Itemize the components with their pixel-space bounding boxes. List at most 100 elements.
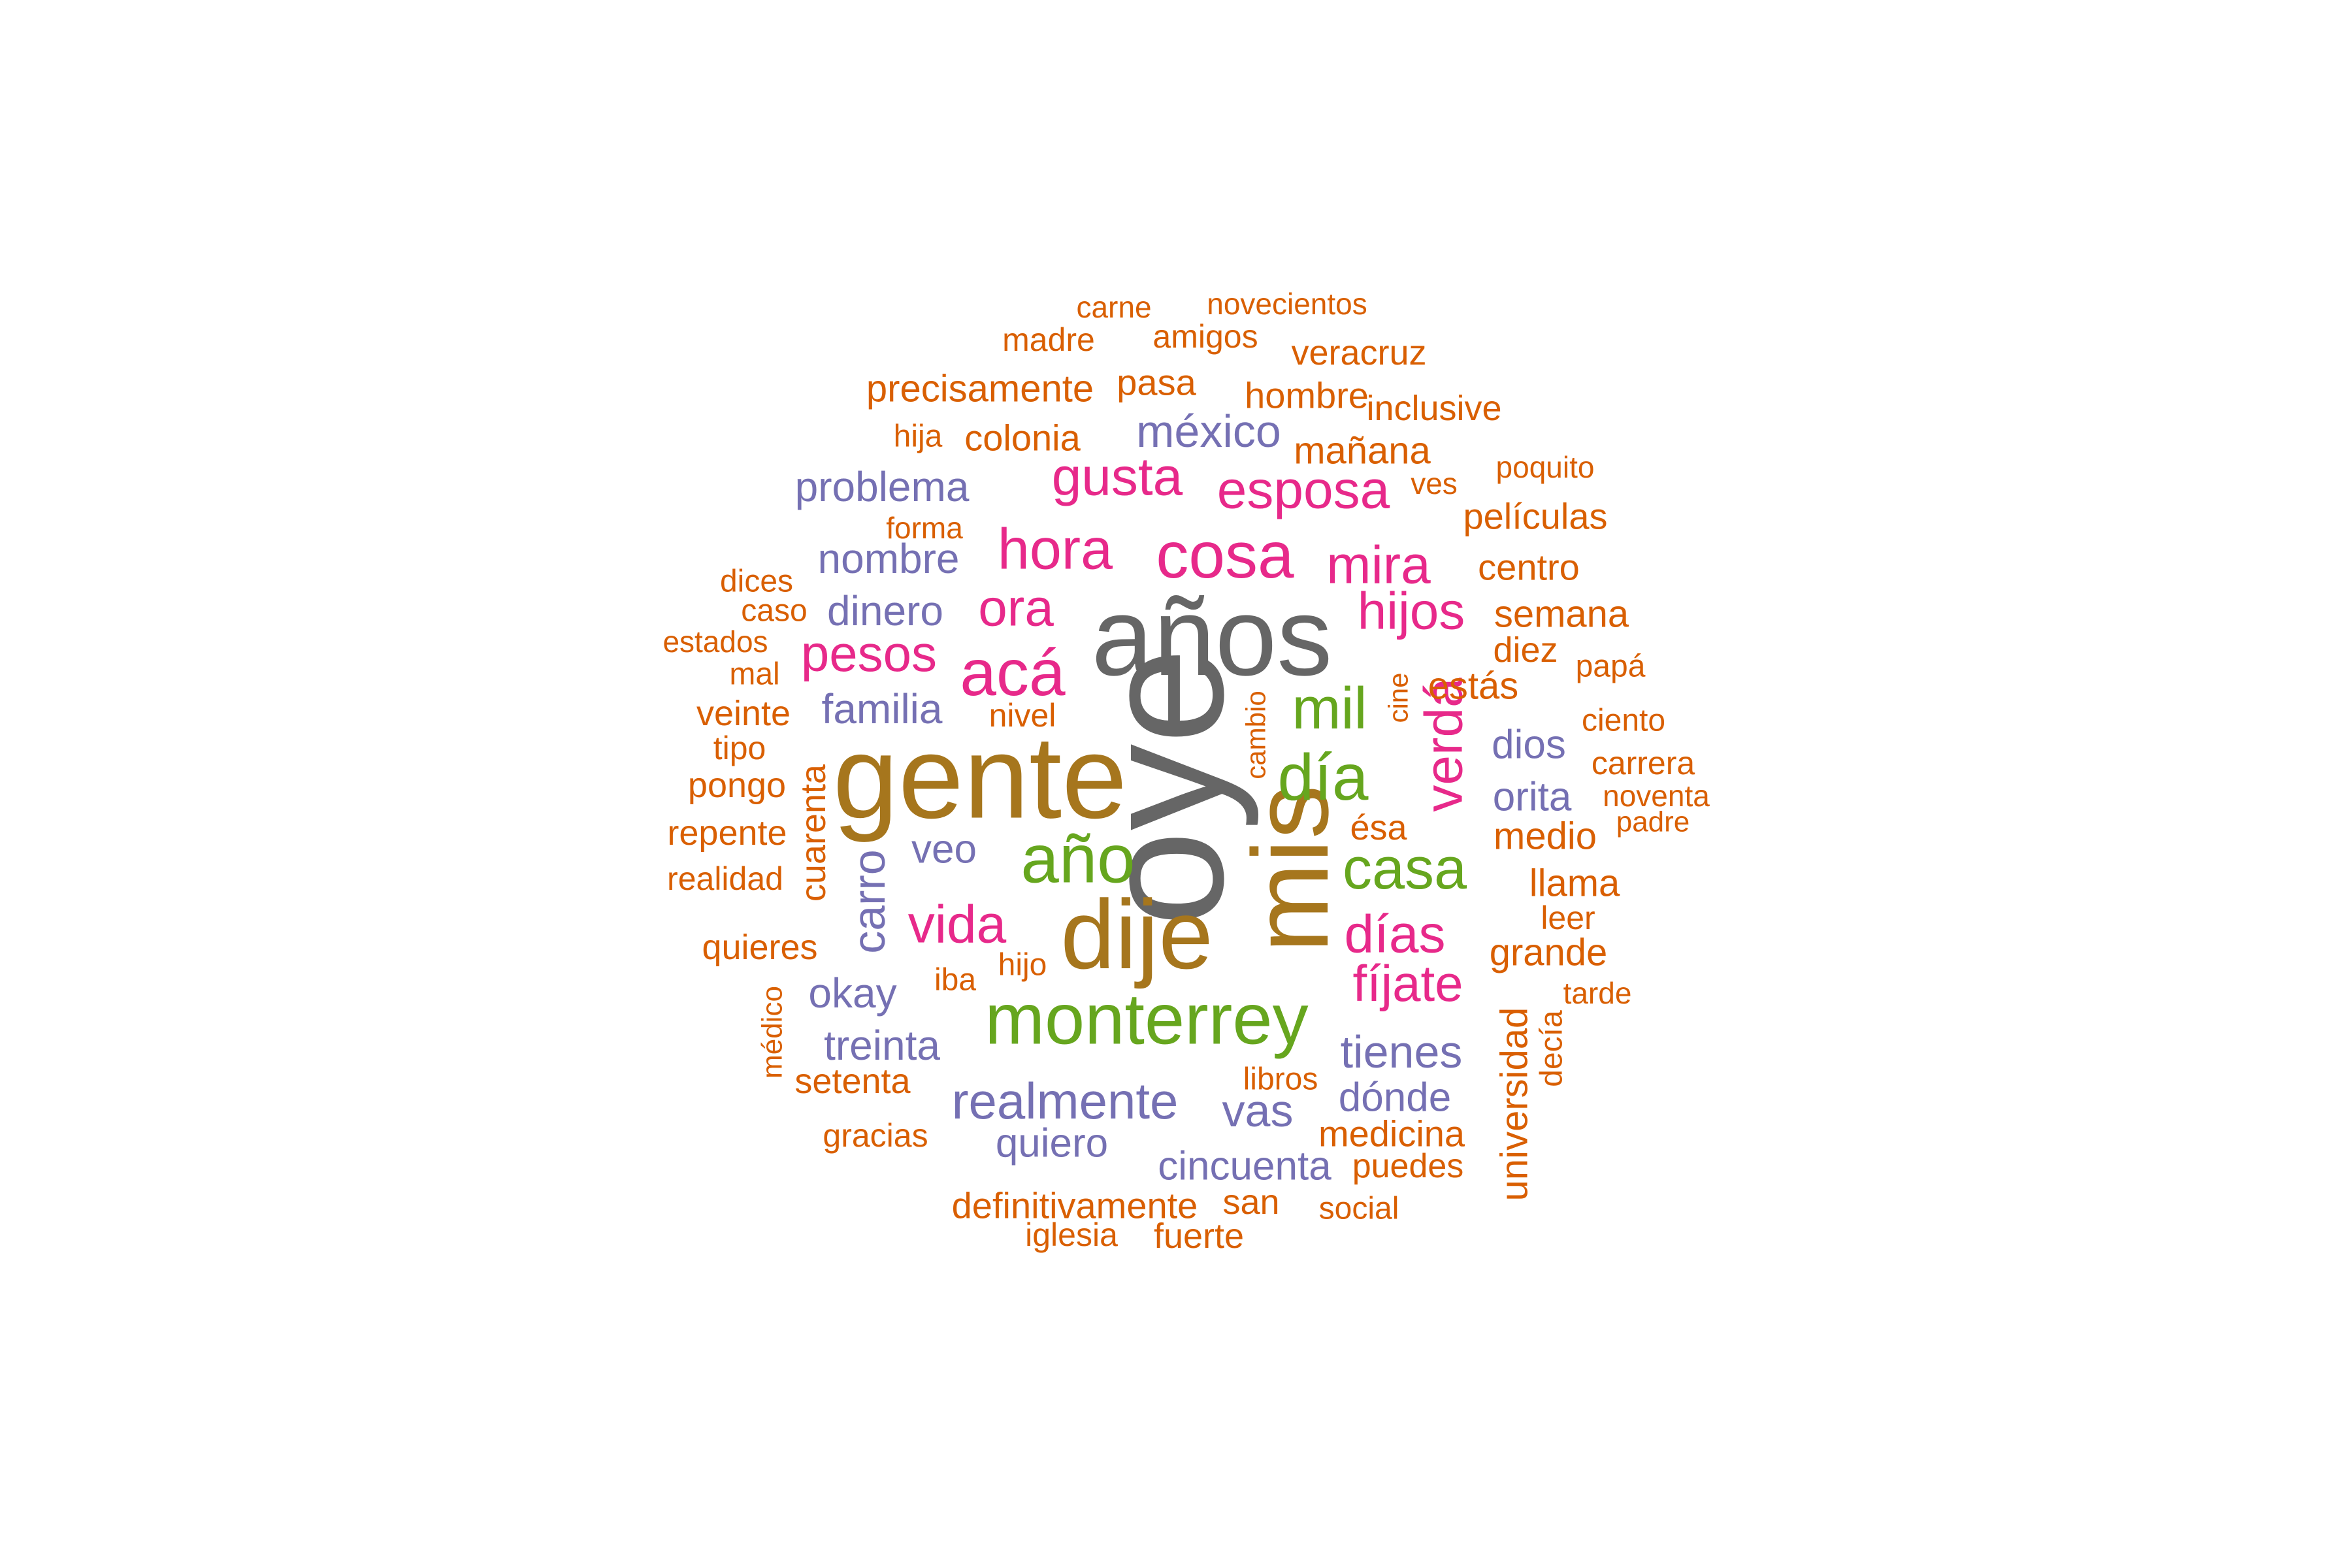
word-esposa: esposa xyxy=(1217,461,1390,520)
word-cambio: cambio xyxy=(1241,691,1271,779)
word-nombre: nombre xyxy=(818,535,960,582)
word-dios: dios xyxy=(1492,723,1566,768)
word-familia: familia xyxy=(822,685,943,732)
word-universidad: universidad xyxy=(1494,1007,1536,1201)
word-dia: día xyxy=(1277,741,1368,814)
word-vas: vas xyxy=(1222,1085,1294,1136)
word-treinta: treinta xyxy=(824,1022,940,1069)
word-caso: caso xyxy=(741,594,807,629)
word-diez: diez xyxy=(1493,630,1558,670)
word-veo: veo xyxy=(911,827,977,872)
word-hijos: hijos xyxy=(1358,582,1465,640)
word-leer: leer xyxy=(1541,900,1595,936)
word-inclusive: inclusive xyxy=(1366,389,1501,428)
word-precisamente: precisamente xyxy=(866,368,1094,410)
word-nivel: nivel xyxy=(989,697,1056,734)
word-amigos: amigos xyxy=(1152,318,1258,355)
word-quieres: quieres xyxy=(702,928,817,967)
word-papa: papá xyxy=(1576,649,1646,684)
word-hombre: hombre xyxy=(1245,375,1369,416)
word-monterrey: monterrey xyxy=(985,979,1308,1060)
word-iglesia: iglesia xyxy=(1025,1217,1118,1253)
word-san: san xyxy=(1222,1183,1279,1222)
word-ora: ora xyxy=(978,579,1054,637)
word-madre: madre xyxy=(1002,321,1095,358)
word-decia: decía xyxy=(1535,1010,1569,1087)
word-repente: repente xyxy=(667,813,787,853)
word-anos: años xyxy=(1092,575,1333,699)
word-realmente: realmente xyxy=(952,1072,1179,1130)
word-ano: año xyxy=(1021,821,1135,898)
word-padre: padre xyxy=(1616,806,1690,838)
word-pasa: pasa xyxy=(1117,362,1196,403)
word-casa: casa xyxy=(1343,836,1467,902)
word-mil: mil xyxy=(1292,676,1367,742)
word-cosa: cosa xyxy=(1156,519,1294,592)
word-carro: carro xyxy=(843,849,894,953)
word-veinte: veinte xyxy=(696,694,791,733)
word-peliculas: películas xyxy=(1463,496,1607,537)
word-dije: dije xyxy=(1060,879,1213,989)
word-esa: ésa xyxy=(1350,808,1407,847)
word-forma: forma xyxy=(886,511,963,545)
word-donde: dónde xyxy=(1339,1075,1451,1120)
word-gusta: gusta xyxy=(1052,448,1183,507)
word-tienes: tienes xyxy=(1341,1026,1463,1077)
word-iba: iba xyxy=(934,963,976,998)
word-mexico: méxico xyxy=(1136,406,1281,457)
word-cincuenta: cincuenta xyxy=(1158,1144,1331,1189)
word-fuerte: fuerte xyxy=(1154,1217,1244,1256)
word-cine: cine xyxy=(1383,672,1414,723)
word-pesos: pesos xyxy=(801,625,937,682)
word-setenta: setenta xyxy=(794,1062,911,1101)
word-fijate: fíjate xyxy=(1352,955,1463,1012)
word-pongo: pongo xyxy=(688,766,786,805)
word-carrera: carrera xyxy=(1592,745,1695,781)
word-hora: hora xyxy=(998,517,1113,581)
word-vida: vida xyxy=(908,895,1007,955)
word-ves: ves xyxy=(1411,466,1458,500)
word-semana: semana xyxy=(1494,593,1629,636)
word-verda: verdá xyxy=(1414,678,1474,812)
word-hijo: hijo xyxy=(998,948,1047,983)
word-puedes: puedes xyxy=(1352,1147,1464,1185)
word-social: social xyxy=(1319,1192,1399,1226)
word-problema: problema xyxy=(795,463,970,510)
word-hija: hija xyxy=(894,419,943,454)
word-grande: grande xyxy=(1490,932,1608,974)
word-dinero: dinero xyxy=(827,587,943,634)
word-mira: mira xyxy=(1326,536,1431,595)
word-estas: estás xyxy=(1428,665,1519,708)
word-aca: acá xyxy=(960,636,1066,710)
word-noventa: noventa xyxy=(1603,779,1710,813)
word-veracruz: veracruz xyxy=(1291,333,1426,372)
word-okay: okay xyxy=(808,970,896,1017)
word-medicina: medicina xyxy=(1318,1113,1465,1154)
word-mis: mis xyxy=(1230,785,1350,953)
word-realidad: realidad xyxy=(667,860,783,897)
word-oye: oye xyxy=(1066,647,1260,926)
word-gente: gente xyxy=(833,712,1127,843)
word-dices: dices xyxy=(720,564,793,599)
word-libros: libros xyxy=(1243,1062,1318,1097)
word-medico: médico xyxy=(757,986,789,1079)
word-manana: mañana xyxy=(1294,430,1431,472)
word-carne: carne xyxy=(1076,290,1151,324)
word-cuarenta: cuarenta xyxy=(794,764,833,902)
word-mal: mal xyxy=(729,657,779,692)
word-medio: medio xyxy=(1494,815,1597,858)
word-novecientos: novecientos xyxy=(1207,287,1367,321)
word-quiero: quiero xyxy=(996,1121,1108,1166)
word-colonia: colonia xyxy=(964,417,1081,459)
word-llama: llama xyxy=(1529,862,1620,905)
word-poquito: poquito xyxy=(1496,450,1595,484)
word-gracias: gracias xyxy=(823,1117,928,1154)
word-dias: días xyxy=(1345,905,1446,964)
word-definitivamente: definitivamente xyxy=(952,1185,1198,1226)
word-ciento: ciento xyxy=(1582,704,1665,738)
word-tarde: tarde xyxy=(1563,976,1632,1010)
word-tipo: tipo xyxy=(713,730,766,766)
word-orita: orita xyxy=(1493,775,1572,820)
word-estados: estados xyxy=(662,625,768,659)
word-centro: centro xyxy=(1478,547,1580,588)
